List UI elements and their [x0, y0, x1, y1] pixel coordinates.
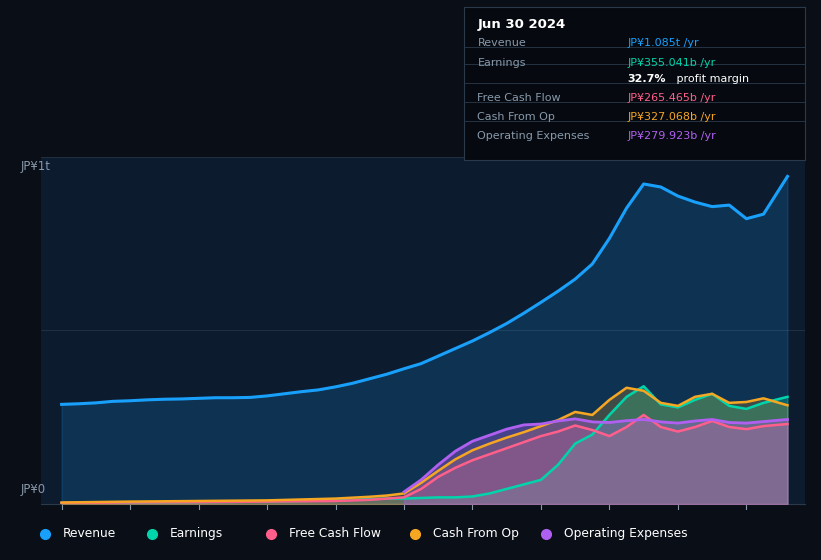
Text: Jun 30 2024: Jun 30 2024	[478, 18, 566, 31]
Text: JP¥1t: JP¥1t	[21, 160, 51, 172]
Text: JP¥0: JP¥0	[21, 483, 46, 496]
Text: 32.7%: 32.7%	[627, 73, 666, 83]
Text: Operating Expenses: Operating Expenses	[564, 528, 688, 540]
Text: Cash From Op: Cash From Op	[433, 528, 519, 540]
Text: Earnings: Earnings	[478, 58, 526, 68]
Text: Revenue: Revenue	[478, 38, 526, 48]
Text: JP¥279.923b /yr: JP¥279.923b /yr	[627, 130, 716, 141]
Text: Revenue: Revenue	[63, 528, 117, 540]
Text: JP¥327.068b /yr: JP¥327.068b /yr	[627, 111, 716, 122]
Text: Free Cash Flow: Free Cash Flow	[289, 528, 381, 540]
Text: JP¥265.465b /yr: JP¥265.465b /yr	[627, 92, 716, 102]
Text: profit margin: profit margin	[673, 73, 750, 83]
Text: JP¥355.041b /yr: JP¥355.041b /yr	[627, 58, 716, 68]
Text: JP¥1.085t /yr: JP¥1.085t /yr	[627, 38, 699, 48]
Text: Operating Expenses: Operating Expenses	[478, 130, 589, 141]
Text: Earnings: Earnings	[170, 528, 223, 540]
Text: Cash From Op: Cash From Op	[478, 111, 555, 122]
Text: Free Cash Flow: Free Cash Flow	[478, 92, 561, 102]
